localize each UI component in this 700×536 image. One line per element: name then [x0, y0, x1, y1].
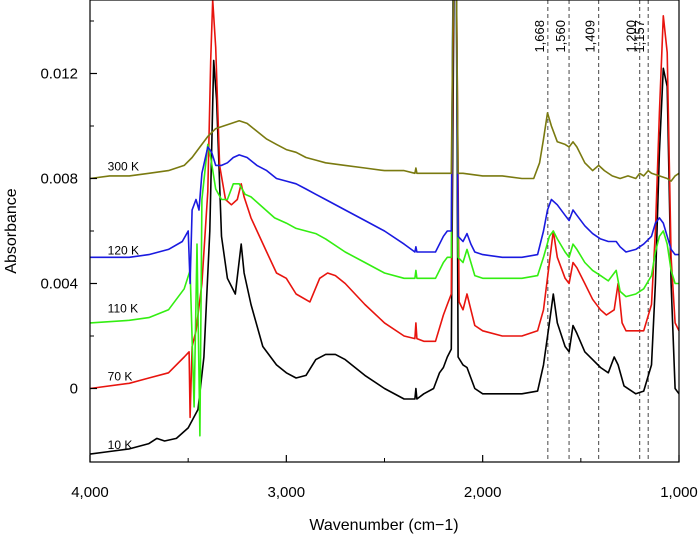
series-label-2: 110 K: [108, 301, 138, 315]
series-lines: [90, 0, 679, 455]
annotation-label-2: 1,409: [583, 20, 598, 53]
x-tick-label-2: 2,000: [464, 484, 502, 501]
annotation-lines: [547, 0, 649, 462]
x-axis-label: Wavenumber (cm−1): [309, 517, 458, 534]
series-line-70k: [90, 0, 679, 419]
annotation-label-1: 1,560: [553, 20, 568, 53]
annotation-label-3: 1,200: [624, 20, 639, 53]
y-tick-label-2: 0.008: [40, 171, 78, 188]
series-line-300k: [90, 0, 679, 182]
annotation-label-4: 1,157: [632, 20, 647, 53]
axis-ticks: 4,000 3,000 2,000 1,000 0 0.004 0.008 0.012: [40, 20, 698, 501]
series-line-120k: [90, 0, 679, 285]
series-label-4: 300 K: [108, 160, 139, 174]
y-tick-label-3: 0.012: [40, 66, 78, 83]
series-label-0: 10 K: [108, 438, 133, 452]
y-tick-label-0: 0: [70, 381, 78, 398]
y-axis-label: Absorbance: [3, 188, 20, 273]
series-line-110k: [90, 0, 679, 437]
series-line-10k: [90, 0, 679, 455]
annotation-label-0: 1,668: [532, 20, 547, 53]
x-tick-label-0: 4,000: [71, 484, 109, 501]
x-tick-label-1: 3,000: [268, 484, 306, 501]
series-label-3: 120 K: [108, 244, 139, 258]
x-tick-label-3: 1,000: [660, 484, 698, 501]
y-tick-label-1: 0.004: [40, 276, 78, 293]
series-label-1: 70 K: [108, 370, 133, 384]
